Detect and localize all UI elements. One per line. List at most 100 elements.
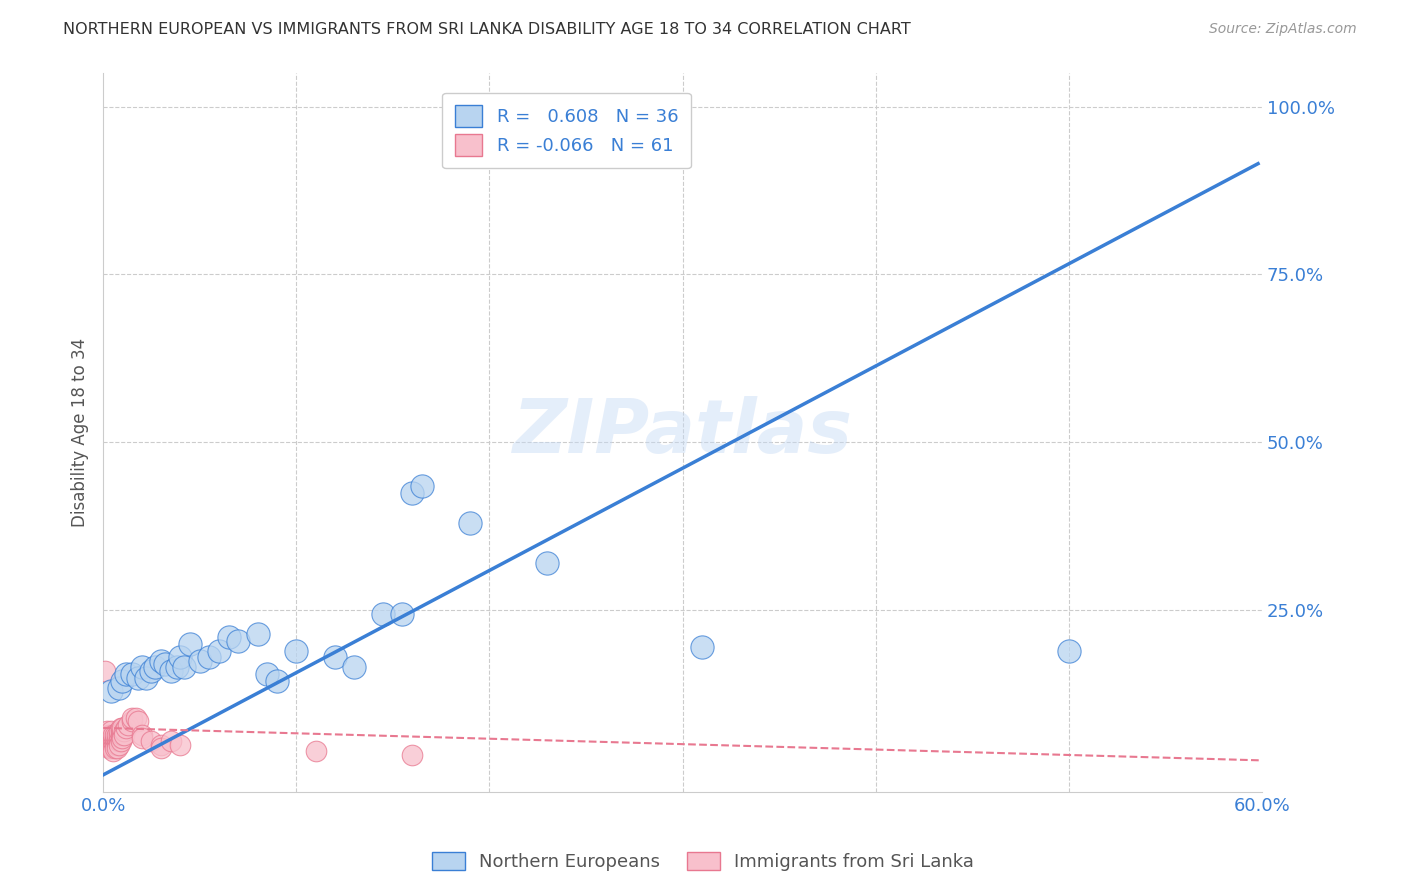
Point — [173, 660, 195, 674]
Point — [97, 738, 120, 752]
Point — [112, 728, 135, 742]
Point — [97, 728, 120, 742]
Point — [458, 516, 481, 530]
Point — [150, 654, 173, 668]
Point — [94, 664, 117, 678]
Point — [111, 731, 134, 745]
Point — [110, 724, 132, 739]
Point — [169, 738, 191, 752]
Text: NORTHERN EUROPEAN VS IMMIGRANTS FROM SRI LANKA DISABILITY AGE 18 TO 34 CORRELATI: NORTHERN EUROPEAN VS IMMIGRANTS FROM SRI… — [63, 22, 911, 37]
Point — [141, 664, 163, 678]
Point — [111, 721, 134, 735]
Point — [115, 667, 138, 681]
Point — [107, 731, 129, 745]
Point — [159, 734, 181, 748]
Point — [105, 738, 128, 752]
Point — [101, 741, 124, 756]
Point — [131, 660, 153, 674]
Point — [159, 664, 181, 678]
Point — [107, 681, 129, 695]
Point — [304, 744, 326, 758]
Point — [111, 724, 134, 739]
Point — [121, 667, 143, 681]
Point — [166, 660, 188, 674]
Point — [107, 734, 129, 748]
Point — [179, 637, 201, 651]
Point — [100, 734, 122, 748]
Point — [107, 728, 129, 742]
Point — [96, 724, 118, 739]
Point — [218, 630, 240, 644]
Point — [101, 728, 124, 742]
Point — [125, 711, 148, 725]
Point — [131, 731, 153, 745]
Point — [208, 643, 231, 657]
Point — [198, 650, 221, 665]
Point — [104, 728, 127, 742]
Point — [401, 747, 423, 762]
Point — [690, 640, 713, 655]
Point — [141, 734, 163, 748]
Point — [111, 673, 134, 688]
Point — [246, 627, 269, 641]
Legend: Northern Europeans, Immigrants from Sri Lanka: Northern Europeans, Immigrants from Sri … — [425, 845, 981, 879]
Point — [143, 660, 166, 674]
Point — [373, 607, 395, 621]
Point — [266, 673, 288, 688]
Point — [97, 734, 120, 748]
Point — [96, 728, 118, 742]
Point — [131, 728, 153, 742]
Point — [100, 731, 122, 745]
Point — [536, 557, 558, 571]
Point — [110, 728, 132, 742]
Point — [153, 657, 176, 671]
Point — [127, 714, 149, 728]
Point — [97, 731, 120, 745]
Point — [104, 731, 127, 745]
Point — [112, 724, 135, 739]
Point — [115, 721, 138, 735]
Point — [391, 607, 413, 621]
Point — [107, 724, 129, 739]
Point — [121, 714, 143, 728]
Point — [285, 643, 308, 657]
Point — [228, 633, 250, 648]
Point — [401, 485, 423, 500]
Point — [323, 650, 346, 665]
Text: Source: ZipAtlas.com: Source: ZipAtlas.com — [1209, 22, 1357, 37]
Point — [101, 738, 124, 752]
Point — [97, 741, 120, 756]
Point — [105, 731, 128, 745]
Point — [100, 728, 122, 742]
Point — [110, 721, 132, 735]
Point — [1057, 643, 1080, 657]
Point — [110, 731, 132, 745]
Point — [343, 660, 366, 674]
Point — [135, 671, 157, 685]
Legend: R =   0.608   N = 36, R = -0.066   N = 61: R = 0.608 N = 36, R = -0.066 N = 61 — [443, 93, 690, 169]
Point — [100, 741, 122, 756]
Point — [150, 738, 173, 752]
Point — [127, 671, 149, 685]
Point — [101, 744, 124, 758]
Point — [104, 734, 127, 748]
Point — [105, 734, 128, 748]
Point — [169, 650, 191, 665]
Y-axis label: Disability Age 18 to 34: Disability Age 18 to 34 — [72, 338, 89, 527]
Point — [110, 734, 132, 748]
Point — [101, 731, 124, 745]
Point — [188, 654, 211, 668]
Point — [105, 728, 128, 742]
Point — [101, 734, 124, 748]
Point — [117, 717, 139, 731]
Point — [105, 741, 128, 756]
Point — [104, 738, 127, 752]
Point — [100, 738, 122, 752]
Point — [411, 479, 433, 493]
Point — [111, 728, 134, 742]
Point — [256, 667, 278, 681]
Point — [100, 684, 122, 698]
Point — [100, 724, 122, 739]
Point — [150, 741, 173, 756]
Point — [121, 711, 143, 725]
